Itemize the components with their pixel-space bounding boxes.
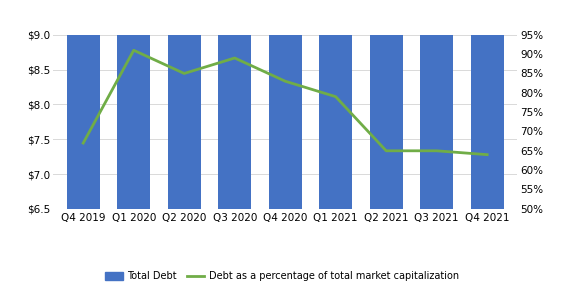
Bar xyxy=(67,0,99,209)
Bar xyxy=(319,0,352,209)
Bar xyxy=(471,0,503,209)
Bar xyxy=(269,0,302,209)
Bar xyxy=(168,0,201,209)
Bar xyxy=(420,0,453,209)
Bar xyxy=(370,0,403,209)
Legend: Total Debt, Debt as a percentage of total market capitalization: Total Debt, Debt as a percentage of tota… xyxy=(101,267,463,285)
Bar xyxy=(218,0,251,209)
Bar xyxy=(117,0,150,209)
